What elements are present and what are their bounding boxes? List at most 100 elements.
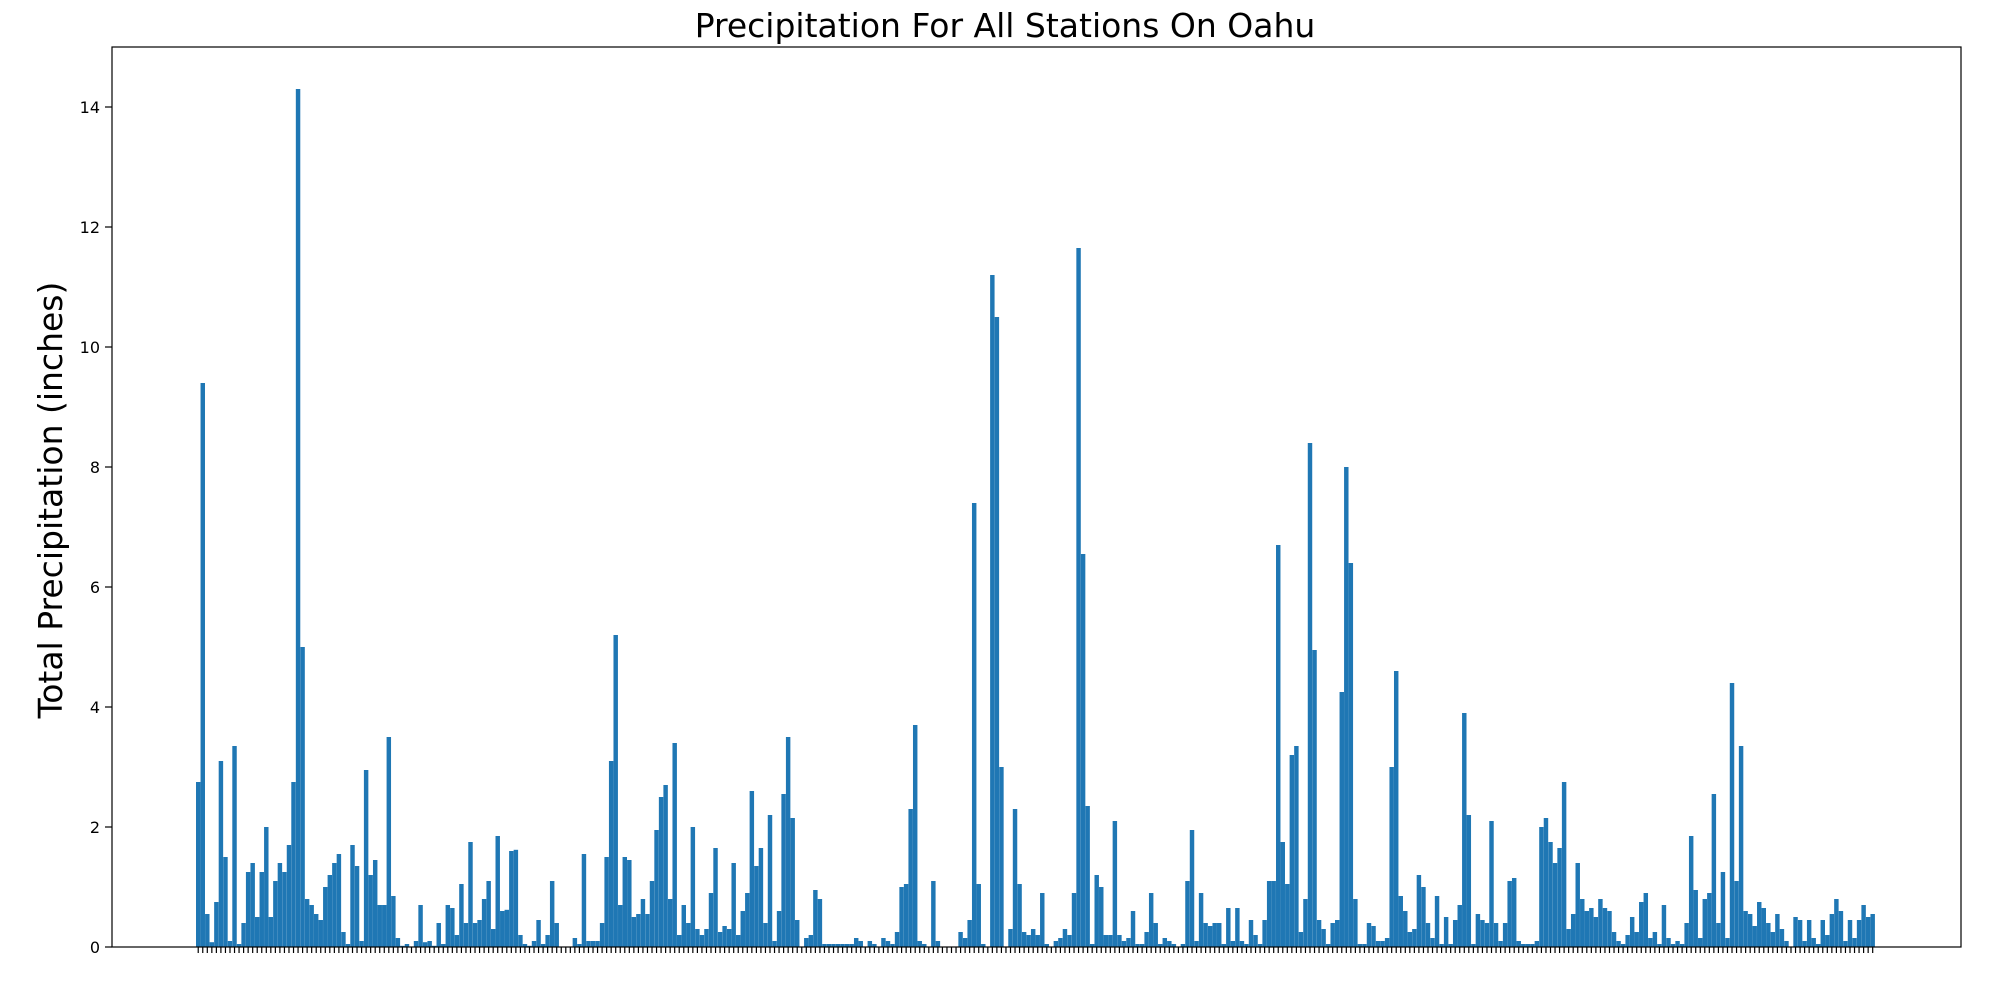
bar [1761,908,1766,947]
bar [849,944,854,947]
bar [1393,671,1399,947]
bar [1679,944,1685,947]
bar [459,884,464,947]
bars-group [196,89,1875,947]
bar [1738,746,1744,947]
bar [645,914,650,947]
bar [1693,890,1698,947]
bar [1770,932,1776,947]
bar [309,905,314,947]
bar [341,932,346,947]
bar [663,785,668,947]
bar [1448,944,1453,947]
bar [581,854,587,947]
bar [1838,911,1844,947]
bar [236,944,242,947]
y-tick-label: 14 [80,98,100,117]
bar [313,914,319,947]
bar [636,914,641,947]
bar [794,920,800,947]
bar [813,890,818,947]
bar [1648,938,1653,947]
bar [323,887,328,947]
bar [840,944,845,947]
bar [386,737,392,947]
bar [704,929,709,947]
bar [549,881,555,947]
bar [608,761,614,947]
bar [1466,815,1472,947]
bar [881,938,886,947]
bar [994,317,1000,947]
bar [1298,932,1304,947]
bar [822,944,827,947]
bar [500,911,505,947]
bar [1403,911,1408,947]
bar [1244,944,1249,947]
bar [1321,929,1326,947]
bar [1702,899,1708,947]
bar [1797,920,1803,947]
bar [717,932,723,947]
bar [295,89,301,947]
bar [1534,941,1540,947]
bar [196,782,201,947]
bar [899,887,904,947]
bar [1457,905,1462,947]
bar [1103,935,1109,947]
y-tick-label: 12 [80,218,100,237]
bar [291,782,296,947]
bar [1688,836,1694,947]
bar [427,941,432,947]
bar [1167,941,1172,947]
bar [1285,884,1290,947]
bar [1657,944,1662,947]
bar [1511,878,1517,947]
bar [1021,932,1027,947]
bar [254,917,260,947]
bar [1766,923,1771,947]
bar [477,920,482,947]
bar [1062,929,1068,947]
bar [250,863,255,947]
bar [1725,938,1730,947]
bar [1375,941,1381,947]
bar [1498,941,1503,947]
bar [1443,917,1449,947]
bar [1235,908,1240,947]
bar [745,893,750,947]
bar [1012,809,1018,947]
bar [1384,938,1390,947]
bar [908,809,913,947]
bar [1257,944,1263,947]
bar [613,635,618,947]
bar [1493,923,1499,947]
bar [903,884,909,947]
bar [785,737,791,947]
bar [1743,911,1748,947]
bar [454,935,460,947]
bar [1525,944,1531,947]
bar [336,854,342,947]
bar [1094,875,1099,947]
bar [1584,911,1590,947]
bar [772,941,777,947]
bar [1548,842,1553,947]
bar [1575,863,1580,947]
bar [1307,443,1313,947]
bar [241,923,246,947]
bar [1076,248,1081,947]
bar [1834,899,1839,947]
bar [214,902,219,947]
bar [1720,872,1726,947]
bar [781,794,786,947]
bar [599,923,605,947]
bar [509,851,514,947]
bar [1775,914,1780,947]
bar [1684,923,1689,947]
bar [1407,932,1413,947]
bar [436,923,441,947]
bar [681,905,686,947]
bar [1793,917,1798,947]
bar [418,905,423,947]
